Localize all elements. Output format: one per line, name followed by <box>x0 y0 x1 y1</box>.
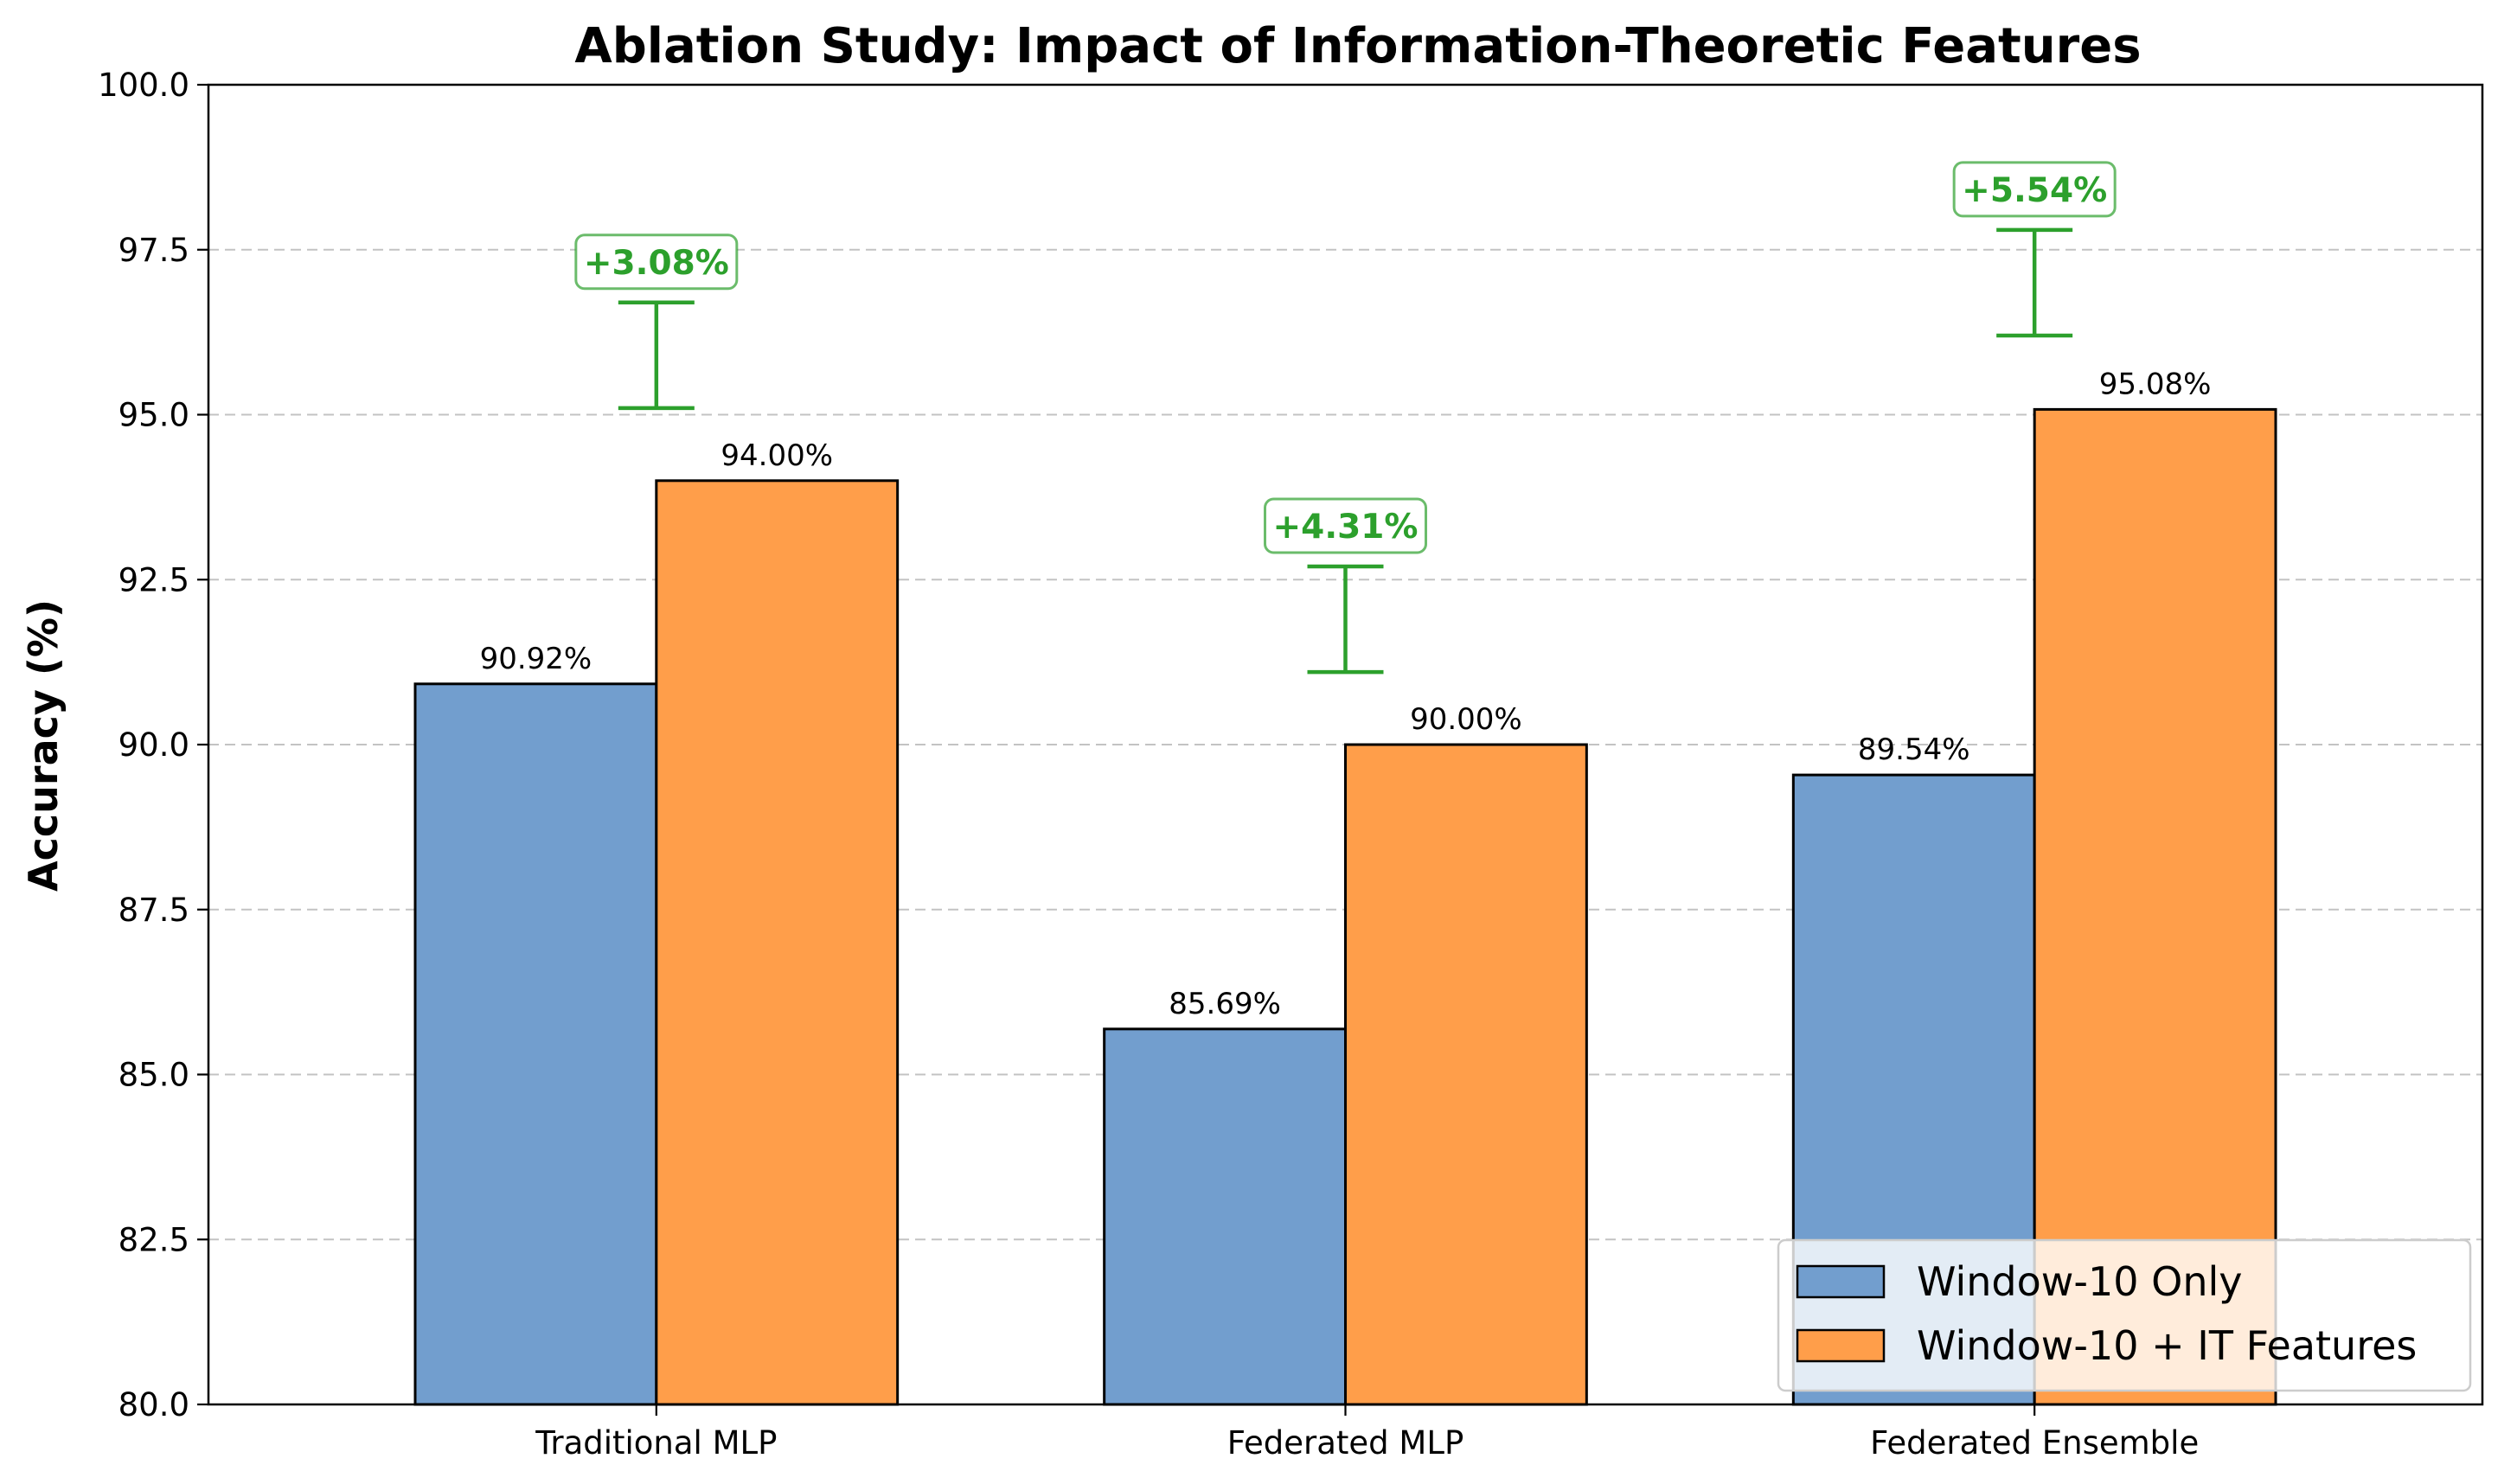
improvement-label-box <box>1952 161 2117 218</box>
improvement-label: +3.08% <box>584 244 729 283</box>
improvement-label-box <box>574 233 739 291</box>
value-labels: 90.92% 85.69% 89.54% 94.00% 90.00% 95.08% <box>480 367 2212 1020</box>
bar-value-label: 90.00% <box>1410 702 1522 737</box>
bar-value-label: 89.54% <box>1858 732 1970 767</box>
bar-value-label: 94.00% <box>721 438 833 473</box>
y-tick-label: 97.5 <box>118 232 189 269</box>
x-category-label: Traditional MLP <box>535 1424 777 1462</box>
y-tick-label: 92.5 <box>118 561 189 598</box>
bar <box>413 682 658 1406</box>
improvement-annotations: +3.08% +4.31% +5.54% <box>574 161 2117 675</box>
bar <box>1344 743 1588 1406</box>
improvement-label: +4.31% <box>1273 508 1419 547</box>
legend: Window-10 Only Window-10 + IT Features <box>1777 1238 2472 1392</box>
legend-swatch <box>1796 1328 1886 1363</box>
y-axis-label: Accuracy (%) <box>20 599 67 892</box>
axes: 80.0 82.5 85.0 87.5 90.0 92.5 95.0 97.5 100.0 Tra… <box>98 67 2484 1462</box>
improvement-label-box <box>1264 497 1427 554</box>
y-tick-label: 87.5 <box>118 892 189 929</box>
legend-swatch <box>1796 1264 1886 1299</box>
legend-label: Window-10 Only <box>1917 1258 2243 1305</box>
x-category-label: Federated Ensemble <box>1870 1424 2199 1462</box>
y-tick-label: 90.0 <box>118 726 189 764</box>
x-category-label: Federated MLP <box>1227 1424 1464 1462</box>
chart-title: Ablation Study: Impact of Information-Th… <box>574 18 2141 74</box>
y-tick-label: 100.0 <box>98 67 189 104</box>
y-tick-label: 85.0 <box>118 1057 189 1094</box>
y-tick-label: 95.0 <box>118 397 189 434</box>
y-tick-label: 82.5 <box>118 1221 189 1258</box>
bar <box>1103 1027 1347 1406</box>
bar <box>2033 407 2277 1406</box>
bar-value-label: 90.92% <box>480 642 592 676</box>
bar <box>655 479 900 1406</box>
legend-box <box>1777 1238 2472 1392</box>
improvement-label: +5.54% <box>1962 171 2107 210</box>
bar-value-label: 85.69% <box>1169 987 1281 1021</box>
legend-label: Window-10 + IT Features <box>1917 1322 2417 1369</box>
y-tick-label: 80.0 <box>118 1386 189 1423</box>
bar-value-label: 95.08% <box>2099 367 2212 401</box>
